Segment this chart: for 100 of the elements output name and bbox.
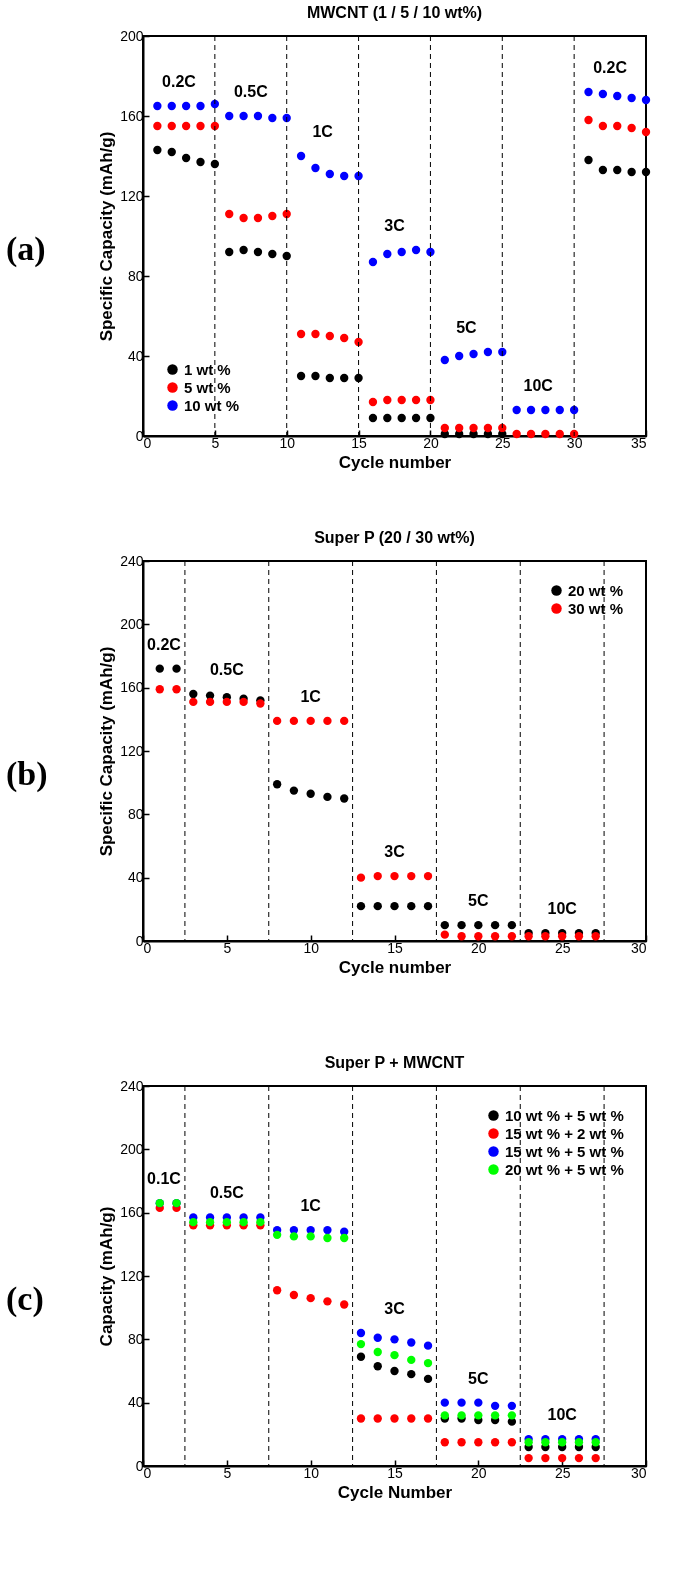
- point: [373, 901, 382, 911]
- annotation: 5C: [468, 1369, 490, 1387]
- point: [289, 1232, 299, 1241]
- point: [598, 121, 608, 131]
- point: [323, 1225, 332, 1235]
- legend-label: 1 wt %: [184, 360, 231, 378]
- point: [225, 247, 234, 257]
- x-axis-title: Cycle number: [338, 452, 452, 472]
- point: [407, 901, 416, 911]
- point: [383, 413, 392, 423]
- point: [189, 697, 198, 707]
- point: [490, 920, 500, 930]
- y-axis-title: Specific Capacity (mAh/g): [97, 646, 117, 857]
- point: [354, 373, 363, 383]
- point: [282, 209, 291, 219]
- point: [196, 101, 205, 111]
- x-tick-label: 10: [303, 939, 320, 956]
- point: [189, 1217, 198, 1227]
- point: [591, 932, 600, 941]
- point: [253, 247, 263, 257]
- point: [356, 1328, 366, 1338]
- x-tick-label: 10: [303, 1464, 320, 1481]
- point: [373, 1414, 382, 1423]
- point: [311, 329, 320, 339]
- point: [512, 429, 521, 439]
- point: [167, 101, 176, 111]
- point: [457, 1398, 466, 1407]
- point: [296, 329, 306, 339]
- point: [172, 685, 181, 694]
- annotation: 0.5C: [233, 83, 269, 100]
- point: [584, 155, 593, 165]
- point: [153, 145, 162, 155]
- point: [584, 87, 593, 97]
- point: [325, 169, 335, 179]
- point: [181, 121, 191, 131]
- point: [598, 165, 608, 175]
- point: [155, 685, 164, 694]
- x-axis-title: Cycle number: [338, 957, 452, 977]
- point: [457, 932, 466, 941]
- point: [296, 371, 306, 381]
- point: [411, 395, 421, 405]
- point: [289, 716, 299, 726]
- point: [557, 1438, 567, 1447]
- point: [541, 1453, 550, 1463]
- annotation: 1C: [300, 687, 322, 705]
- point: [268, 113, 277, 123]
- x-tick-label: 15: [351, 434, 368, 451]
- x-tick-label: 15: [387, 939, 403, 956]
- point: [557, 932, 567, 941]
- point: [390, 1366, 399, 1376]
- point: [155, 664, 164, 673]
- point: [390, 1335, 399, 1344]
- point: [205, 697, 215, 707]
- point: [507, 1411, 517, 1420]
- point: [407, 871, 416, 881]
- point: [454, 351, 464, 361]
- point: [289, 1290, 299, 1300]
- x-tick-label: 15: [387, 1464, 403, 1481]
- point: [268, 211, 277, 221]
- annotation: 0.2C: [162, 73, 197, 90]
- point: [172, 664, 181, 673]
- point: [239, 245, 248, 255]
- point: [526, 405, 536, 415]
- x-tick-label: 30: [630, 1464, 647, 1481]
- point: [440, 1398, 449, 1407]
- point: [239, 1217, 248, 1227]
- point: [356, 1352, 366, 1361]
- point: [354, 337, 363, 347]
- point: [383, 395, 392, 405]
- point: [454, 423, 464, 433]
- point: [541, 932, 550, 941]
- point: [323, 792, 332, 802]
- point: [490, 932, 500, 941]
- point: [524, 932, 533, 941]
- chart-title: MWCNT (1 / 5 / 10 wt%): [306, 4, 483, 21]
- x-axis-title: Cycle Number: [337, 1482, 453, 1502]
- point: [205, 1217, 215, 1227]
- legend-label: 10 wt % + 5 wt %: [505, 1106, 624, 1124]
- point: [340, 171, 349, 181]
- point: [373, 1333, 382, 1342]
- annotation: 0.2C: [147, 635, 182, 653]
- point: [323, 1297, 332, 1306]
- annotation: 10C: [523, 377, 554, 394]
- point: [411, 413, 421, 423]
- point: [440, 920, 449, 930]
- point: [613, 121, 622, 131]
- point: [407, 1414, 416, 1423]
- annotation: 0.2C: [593, 59, 628, 76]
- point: [574, 1438, 584, 1447]
- point: [356, 1414, 366, 1423]
- point: [627, 123, 636, 133]
- chart-title: Super P + MWCNT: [324, 1054, 465, 1071]
- point: [225, 209, 234, 219]
- x-tick-label: 20: [423, 434, 439, 451]
- point: [340, 794, 349, 803]
- point: [591, 1453, 600, 1463]
- point: [507, 932, 517, 941]
- x-tick-label: 20: [471, 939, 487, 956]
- point: [541, 1438, 550, 1447]
- point: [397, 413, 406, 423]
